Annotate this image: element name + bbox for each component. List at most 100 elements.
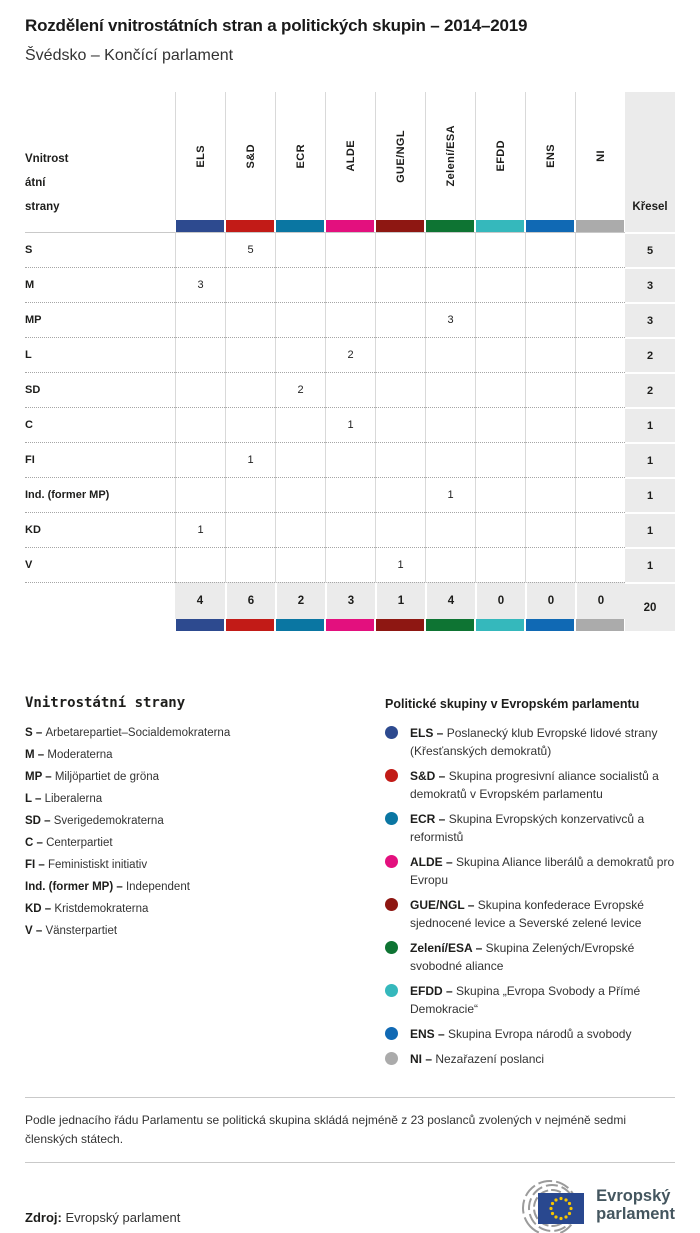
seats-column-header: Křesel	[625, 92, 675, 220]
table-cell	[225, 547, 275, 582]
table-cell	[225, 477, 275, 512]
table-cell	[425, 442, 475, 477]
group-legend-dot	[385, 769, 398, 782]
table-cell	[175, 407, 225, 442]
group-column-header: GUE/NGL	[375, 92, 425, 220]
party-legend-abbr: L –	[25, 793, 45, 805]
party-legend-name: Arbetarepartiet–Socialdemokraterna	[45, 727, 231, 739]
party-legend-item: M – Moderaterna	[25, 749, 385, 761]
table-cell	[525, 372, 575, 407]
total-seats-cell: 20	[625, 582, 675, 631]
table-cell	[425, 337, 475, 372]
seats-column-bar-spacer	[625, 220, 675, 232]
group-color-bar-bottom	[275, 619, 325, 631]
group-legend-item: Zelení/ESA – Skupina Zelených/Evropské s…	[385, 939, 675, 975]
seats-cell: 3	[625, 302, 675, 337]
header-bar-spacer	[25, 220, 175, 232]
table-row-label: L	[25, 337, 175, 372]
table-cell	[325, 477, 375, 512]
table-cell	[525, 232, 575, 267]
table-cell	[175, 547, 225, 582]
party-legend-item: KD – Kristdemokraterna	[25, 903, 385, 915]
party-column-header: Vnitrost átní strany	[25, 153, 69, 213]
group-legend-text: ELS – Poslanecký klub Evropské lidové st…	[410, 726, 658, 758]
group-column-header: ALDE	[325, 92, 375, 220]
table-cell	[325, 547, 375, 582]
group-color-bar	[275, 220, 325, 232]
party-legend-abbr: C –	[25, 837, 47, 849]
table-cell	[525, 337, 575, 372]
table-cell	[425, 372, 475, 407]
seats-cell: 3	[625, 267, 675, 302]
seats-cell: 1	[625, 547, 675, 582]
group-legend-abbr: ELS –	[410, 726, 447, 740]
seats-cell: 1	[625, 512, 675, 547]
table-row-label: S	[25, 232, 175, 267]
table-cell	[475, 407, 525, 442]
table-cell: 1	[175, 512, 225, 547]
page-subtitle: Švédsko – Končící parlament	[25, 47, 234, 64]
group-legend-abbr: S&D –	[410, 769, 449, 783]
party-legend-name: Moderaterna	[47, 749, 113, 761]
table-cell: 3	[175, 267, 225, 302]
national-parties-legend-title: Vnitrostátní strany	[25, 695, 186, 711]
source-text: Zdroj: Evropský parlament	[25, 1210, 180, 1233]
group-legend-abbr: Zelení/ESA –	[410, 941, 486, 955]
seats-cell: 1	[625, 442, 675, 477]
group-column-header-label: ELS	[194, 144, 207, 168]
group-column-header-label: GUE/NGL	[394, 129, 407, 183]
totals-cell: 6	[225, 582, 275, 619]
table-cell	[425, 267, 475, 302]
seats-cell: 1	[625, 477, 675, 512]
group-legend-item: EFDD – Skupina „Evropa Svobody a Přímé D…	[385, 982, 675, 1018]
seats-cell: 2	[625, 372, 675, 407]
party-legend-abbr: MP –	[25, 771, 55, 783]
party-legend-abbr: KD –	[25, 903, 55, 915]
group-legend-text: NI – Nezařazení poslanci	[410, 1052, 545, 1066]
table-cell: 2	[275, 372, 325, 407]
table-cell	[375, 232, 425, 267]
party-legend-abbr: V –	[25, 925, 46, 937]
table-cell	[275, 337, 325, 372]
group-legend-text: ECR – Skupina Evropských konzervativců a…	[410, 812, 645, 844]
party-legend-item: C – Centerpartiet	[25, 837, 385, 849]
table-cell	[475, 442, 525, 477]
group-legend-item: NI – Nezařazení poslanci	[385, 1050, 675, 1068]
group-legend-text: S&D – Skupina progresivní aliance social…	[410, 769, 659, 801]
table-cell	[275, 477, 325, 512]
table-cell	[225, 407, 275, 442]
group-legend-abbr: EFDD –	[410, 984, 457, 998]
group-legend-text: ENS – Skupina Evropa národů a svobody	[410, 1027, 632, 1041]
table-cell	[175, 337, 225, 372]
group-legend-text: Zelení/ESA – Skupina Zelených/Evropské s…	[410, 941, 635, 973]
group-color-bar-bottom	[575, 619, 625, 631]
table-cell	[425, 232, 475, 267]
group-color-bar	[225, 220, 275, 232]
totals-cell: 0	[575, 582, 625, 619]
party-legend-item: L – Liberalerna	[25, 793, 385, 805]
table-cell	[275, 232, 325, 267]
table-cell	[375, 372, 425, 407]
group-column-header: S&D	[225, 92, 275, 220]
table-cell	[525, 477, 575, 512]
table-cell	[475, 232, 525, 267]
group-color-bar-bottom	[375, 619, 425, 631]
party-legend-name: Vänsterpartiet	[45, 925, 118, 937]
table-cell	[475, 512, 525, 547]
table-cell	[375, 442, 425, 477]
totals-cell: 3	[325, 582, 375, 619]
group-legend-dot	[385, 855, 398, 868]
totals-cell: 4	[425, 582, 475, 619]
totals-row-spacer	[25, 582, 175, 619]
group-color-bar-bottom	[225, 619, 275, 631]
table-cell	[475, 372, 525, 407]
group-legend-dot	[385, 898, 398, 911]
table-cell	[525, 442, 575, 477]
group-color-bar	[475, 220, 525, 232]
table-cell	[375, 512, 425, 547]
table-cell	[525, 547, 575, 582]
table-cell: 5	[225, 232, 275, 267]
table-cell	[325, 442, 375, 477]
party-legend-name: Kristdemokraterna	[54, 903, 149, 915]
